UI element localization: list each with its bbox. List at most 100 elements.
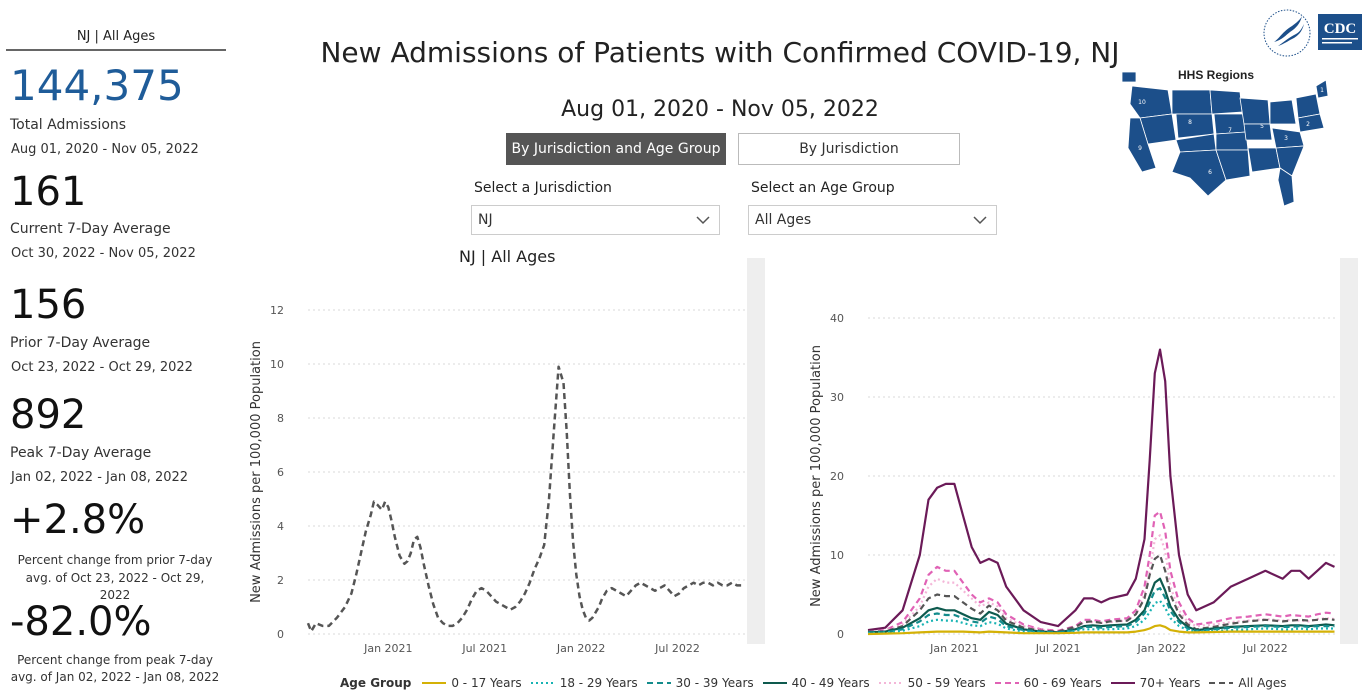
age-group-select-value: All Ages (755, 212, 812, 228)
series-line-all-ages[interactable] (306, 365, 742, 633)
legend-label: 18 - 29 Years (559, 676, 638, 690)
jurisdiction-select-label: Select a Jurisdiction (474, 180, 612, 196)
map-region-label: 2 (1306, 121, 1310, 128)
pct-change-prior-line1: Percent change from prior 7-day (17, 553, 213, 567)
hhs-regions-label: HHS Regions (1178, 68, 1255, 82)
total-admissions-value: 144,375 (10, 61, 184, 110)
legend-item[interactable]: 60 - 69 Years (994, 676, 1102, 690)
y-tick-label: 0 (837, 628, 844, 641)
legend-item[interactable]: 70+ Years (1110, 676, 1201, 690)
by-jurisdiction-button[interactable]: By Jurisdiction (738, 133, 960, 165)
y-tick-label: 6 (277, 466, 284, 479)
series-line-30-39-years[interactable] (868, 587, 1335, 634)
y-tick-label: 30 (830, 391, 844, 404)
y-tick-label: 4 (277, 520, 284, 533)
x-tick-label: Jan 2021 (363, 642, 412, 655)
cdc-logo[interactable]: CDC (1318, 14, 1362, 50)
legend-item[interactable]: 0 - 17 Years (421, 676, 522, 690)
series-line-50-59-years[interactable] (867, 534, 1335, 633)
peak-avg-range: Jan 02, 2022 - Jan 08, 2022 (11, 470, 189, 485)
legend-swatch (646, 682, 671, 684)
legend-swatch (422, 682, 447, 684)
peak-avg-label: Peak 7-Day Average (10, 445, 152, 461)
pct-change-prior-line2: avg. of Oct 23, 2022 - Oct 29, 2022 (25, 571, 205, 602)
prior-avg-value: 156 (10, 282, 87, 328)
age-group-line-chart: 0 10 20 30 40 Jan 2021 Jul 2021 Jan 2022 Jul 202… (810, 258, 1358, 655)
age-group-select[interactable]: All Ages (748, 205, 997, 235)
legend-swatch (994, 682, 1019, 684)
chevron-down-icon (696, 216, 710, 225)
legend-label: 50 - 59 Years (907, 676, 986, 690)
x-tick-label: Jan 2021 (929, 642, 978, 655)
y-tick-label: 10 (270, 358, 284, 371)
legend-label: 40 - 49 Years (791, 676, 870, 690)
hhs-regions-map[interactable]: 10 9 8 7 6 5 4 3 2 1 (1120, 68, 1335, 213)
pct-change-peak-value: -82.0% (10, 599, 152, 645)
chart-scrollbar[interactable] (747, 258, 765, 644)
map-region-label: 5 (1260, 123, 1264, 130)
x-tick-label: Jan 2022 (556, 642, 605, 655)
total-admissions-range: Aug 01, 2020 - Nov 05, 2022 (11, 142, 199, 157)
map-region-label: 6 (1208, 169, 1212, 176)
series-line-all-ages[interactable] (868, 553, 1335, 633)
map-region-label: 7 (1228, 127, 1232, 134)
x-tick-label: Jul 2021 (461, 642, 507, 655)
current-avg-range: Oct 30, 2022 - Nov 05, 2022 (11, 246, 196, 261)
map-region-label: 1 (1320, 87, 1324, 94)
x-tick-label: Jul 2022 (654, 642, 700, 655)
map-region-label: 3 (1284, 135, 1288, 142)
series-line-18-29-years[interactable] (867, 599, 1335, 635)
series-line-0-17-years[interactable] (867, 624, 1335, 636)
total-admissions-label: Total Admissions (10, 117, 127, 133)
by-jurisdiction-age-group-button[interactable]: By Jurisdiction and Age Group (506, 133, 726, 165)
legend-item[interactable]: 40 - 49 Years (762, 676, 870, 690)
pct-change-prior-value: +2.8% (10, 497, 146, 543)
panel-header: NJ | All Ages (6, 29, 226, 51)
current-avg-label: Current 7-Day Average (10, 221, 171, 237)
chart-subtitle: NJ | All Ages (459, 247, 556, 266)
cdc-logo-text: CDC (1324, 21, 1357, 37)
legend-swatch (762, 682, 787, 684)
legend-title: Age Group (340, 676, 412, 690)
legend-swatch (530, 682, 555, 684)
map-region-label: 4 (1268, 173, 1272, 180)
legend: Age Group 0 - 17 Years 18 - 29 Years 30 - … (340, 676, 1295, 690)
map-region-label: 8 (1188, 119, 1192, 126)
legend-label: 0 - 17 Years (451, 676, 522, 690)
legend-label: 30 - 39 Years (675, 676, 754, 690)
legend-label: All Ages (1238, 676, 1287, 690)
chart-scrollbar[interactable] (1340, 258, 1358, 644)
series-line-70-years[interactable] (867, 348, 1335, 632)
map-region-label: 9 (1138, 145, 1142, 152)
series-line-60-69-years[interactable] (867, 510, 1335, 633)
date-range: Aug 01, 2020 - Nov 05, 2022 (561, 97, 879, 122)
hhs-logo[interactable] (1262, 8, 1312, 58)
y-axis-label: New Admissions per 100,000 Population (810, 345, 824, 607)
y-tick-label: 10 (830, 549, 844, 562)
pct-change-peak-line2: avg. of Jan 02, 2022 - Jan 08, 2022 (10, 670, 220, 684)
series-line-40-49-years[interactable] (867, 577, 1335, 634)
legend-item[interactable]: 50 - 59 Years (878, 676, 986, 690)
all-ages-line-chart: 0 2 4 6 8 10 12 Jan 2021 Jul 2021 Jan 2022 Jul 202… (249, 258, 765, 655)
y-tick-label: 12 (270, 304, 284, 317)
y-tick-label: 40 (830, 312, 844, 325)
legend-swatch (1110, 682, 1135, 684)
peak-avg-value: 892 (10, 392, 87, 438)
pct-change-peak-line1: Percent change from peak 7-day (17, 653, 213, 667)
age-group-select-label: Select an Age Group (751, 180, 895, 196)
jurisdiction-select-value: NJ (478, 212, 493, 228)
map-region-label: 10 (1138, 99, 1146, 106)
page-title: New Admissions of Patients with Confirme… (320, 36, 1120, 69)
jurisdiction-select[interactable]: NJ (471, 205, 720, 235)
prior-avg-label: Prior 7-Day Average (10, 335, 151, 351)
y-tick-label: 20 (830, 470, 844, 483)
chevron-down-icon (973, 216, 987, 225)
x-tick-label: Jan 2022 (1137, 642, 1186, 655)
x-tick-label: Jul 2021 (1035, 642, 1081, 655)
legend-label: 70+ Years (1139, 676, 1201, 690)
y-tick-label: 0 (277, 628, 284, 641)
current-avg-value: 161 (10, 169, 87, 215)
legend-item[interactable]: 18 - 29 Years (530, 676, 638, 690)
legend-item[interactable]: All Ages (1208, 676, 1287, 690)
legend-item[interactable]: 30 - 39 Years (646, 676, 754, 690)
